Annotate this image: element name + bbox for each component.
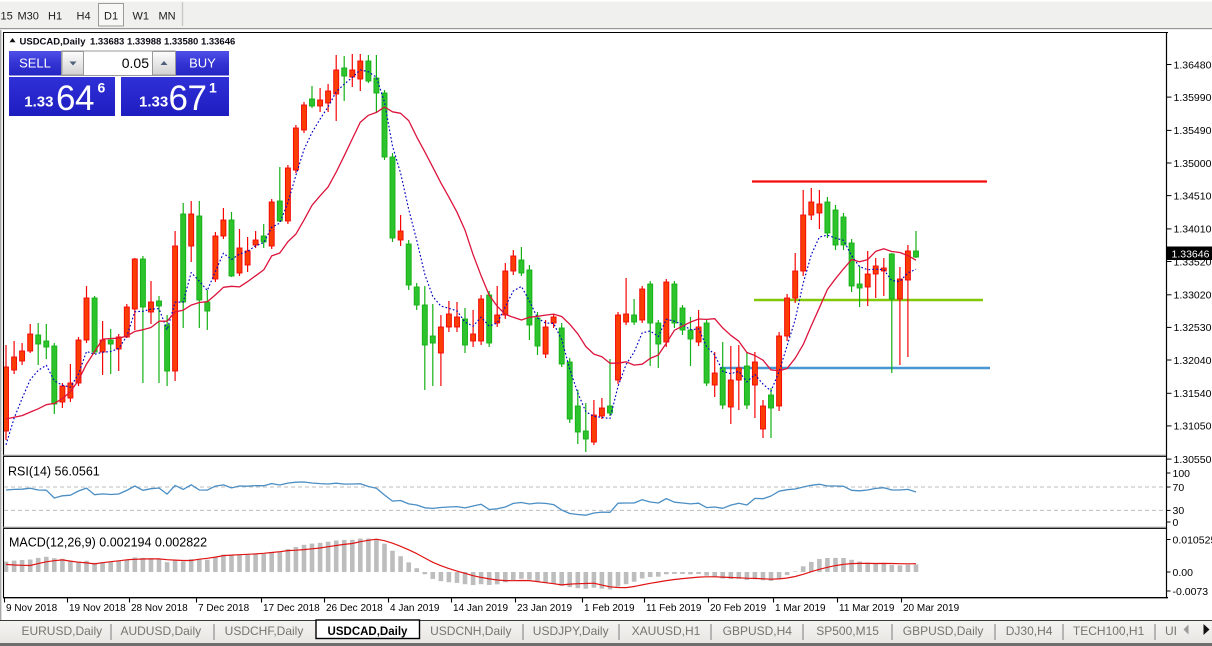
svg-text:H4: H4 xyxy=(77,11,91,23)
svg-text:GBPUSD,Daily: GBPUSD,Daily xyxy=(903,624,984,638)
svg-text:USDCAD,Daily: USDCAD,Daily xyxy=(20,36,87,47)
svg-text:AUDUSD,Daily: AUDUSD,Daily xyxy=(120,624,201,638)
svg-text:14 Jan 2019: 14 Jan 2019 xyxy=(453,603,508,614)
svg-text:11 Feb 2019: 11 Feb 2019 xyxy=(646,603,702,614)
svg-text:19 Nov 2018: 19 Nov 2018 xyxy=(69,603,126,614)
svg-text:TECH100,H1: TECH100,H1 xyxy=(1073,624,1145,638)
svg-text:1.33683 1.33988 1.33580 1.3364: 1.33683 1.33988 1.33580 1.33646 xyxy=(90,36,235,47)
svg-text:1.31540: 1.31540 xyxy=(1174,388,1212,400)
svg-text:0.010525: 0.010525 xyxy=(1173,534,1212,546)
svg-text:DJ30,H4: DJ30,H4 xyxy=(1006,624,1053,638)
svg-text:0.05: 0.05 xyxy=(122,55,149,71)
svg-text:1.36480: 1.36480 xyxy=(1174,59,1212,71)
svg-text:H1: H1 xyxy=(48,11,62,23)
svg-text:EURUSD,Daily: EURUSD,Daily xyxy=(21,624,102,638)
svg-text:1.34010: 1.34010 xyxy=(1174,224,1212,236)
svg-text:1.33646: 1.33646 xyxy=(1172,248,1210,260)
svg-text:30: 30 xyxy=(1173,505,1185,517)
svg-text:9 Nov 2018: 9 Nov 2018 xyxy=(6,603,58,614)
svg-text:23 Jan 2019: 23 Jan 2019 xyxy=(517,603,572,614)
svg-text:1.33020: 1.33020 xyxy=(1174,290,1212,302)
svg-text:1 Mar 2019: 1 Mar 2019 xyxy=(775,603,826,614)
svg-text:M30: M30 xyxy=(18,11,39,23)
svg-text:XAUUSD,H1: XAUUSD,H1 xyxy=(632,624,701,638)
svg-text:-0.0073: -0.0073 xyxy=(1173,586,1209,598)
svg-text:0: 0 xyxy=(1173,517,1179,529)
svg-text:1 Feb 2019: 1 Feb 2019 xyxy=(584,603,635,614)
svg-text:USDCHF,Daily: USDCHF,Daily xyxy=(225,624,304,638)
svg-text:1.33: 1.33 xyxy=(24,94,53,111)
svg-text:1.33: 1.33 xyxy=(139,94,168,111)
svg-text:SP500,M15: SP500,M15 xyxy=(816,624,879,638)
svg-text:4 Jan 2019: 4 Jan 2019 xyxy=(390,603,440,614)
svg-text:100: 100 xyxy=(1173,468,1191,480)
svg-text:64: 64 xyxy=(56,79,94,118)
svg-text:1.32530: 1.32530 xyxy=(1174,322,1212,334)
svg-text:28 Nov 2018: 28 Nov 2018 xyxy=(131,603,188,614)
svg-text:26 Dec 2018: 26 Dec 2018 xyxy=(326,603,383,614)
svg-text:7 Dec 2018: 7 Dec 2018 xyxy=(198,603,250,614)
svg-text:1.35000: 1.35000 xyxy=(1174,158,1212,170)
svg-text:67: 67 xyxy=(169,79,207,118)
svg-text:SELL: SELL xyxy=(19,56,51,71)
svg-text:1.35490: 1.35490 xyxy=(1174,125,1212,137)
svg-text:1.34510: 1.34510 xyxy=(1174,190,1212,202)
svg-text:RSI(14) 56.0561: RSI(14) 56.0561 xyxy=(8,465,100,479)
svg-text:UI: UI xyxy=(1165,624,1177,638)
svg-text:1.30550: 1.30550 xyxy=(1174,454,1212,466)
svg-text:USDCAD,Daily: USDCAD,Daily xyxy=(328,626,408,638)
svg-text:1.31050: 1.31050 xyxy=(1174,421,1212,433)
svg-text:MACD(12,26,9) 0.002194 0.00282: MACD(12,26,9) 0.002194 0.002822 xyxy=(9,536,207,550)
svg-text:0.00: 0.00 xyxy=(1173,567,1194,579)
svg-text:17 Dec 2018: 17 Dec 2018 xyxy=(263,603,320,614)
svg-text:GBPUSD,H4: GBPUSD,H4 xyxy=(723,624,793,638)
svg-text:70: 70 xyxy=(1173,482,1185,494)
svg-text:11 Mar 2019: 11 Mar 2019 xyxy=(839,603,895,614)
svg-text:20 Feb 2019: 20 Feb 2019 xyxy=(710,603,767,614)
svg-text:1.32040: 1.32040 xyxy=(1174,355,1212,367)
svg-text:6: 6 xyxy=(98,80,106,96)
svg-text:MN: MN xyxy=(159,11,176,23)
svg-text:D1: D1 xyxy=(104,11,118,23)
svg-text:1: 1 xyxy=(209,80,217,96)
svg-text:W1: W1 xyxy=(133,11,150,23)
svg-text:USDCNH,Daily: USDCNH,Daily xyxy=(430,624,511,638)
svg-text:20 Mar 2019: 20 Mar 2019 xyxy=(903,603,960,614)
svg-text:15: 15 xyxy=(1,11,13,23)
svg-text:1.35990: 1.35990 xyxy=(1174,92,1212,104)
svg-text:USDJPY,Daily: USDJPY,Daily xyxy=(533,624,609,638)
svg-text:BUY: BUY xyxy=(189,56,216,71)
